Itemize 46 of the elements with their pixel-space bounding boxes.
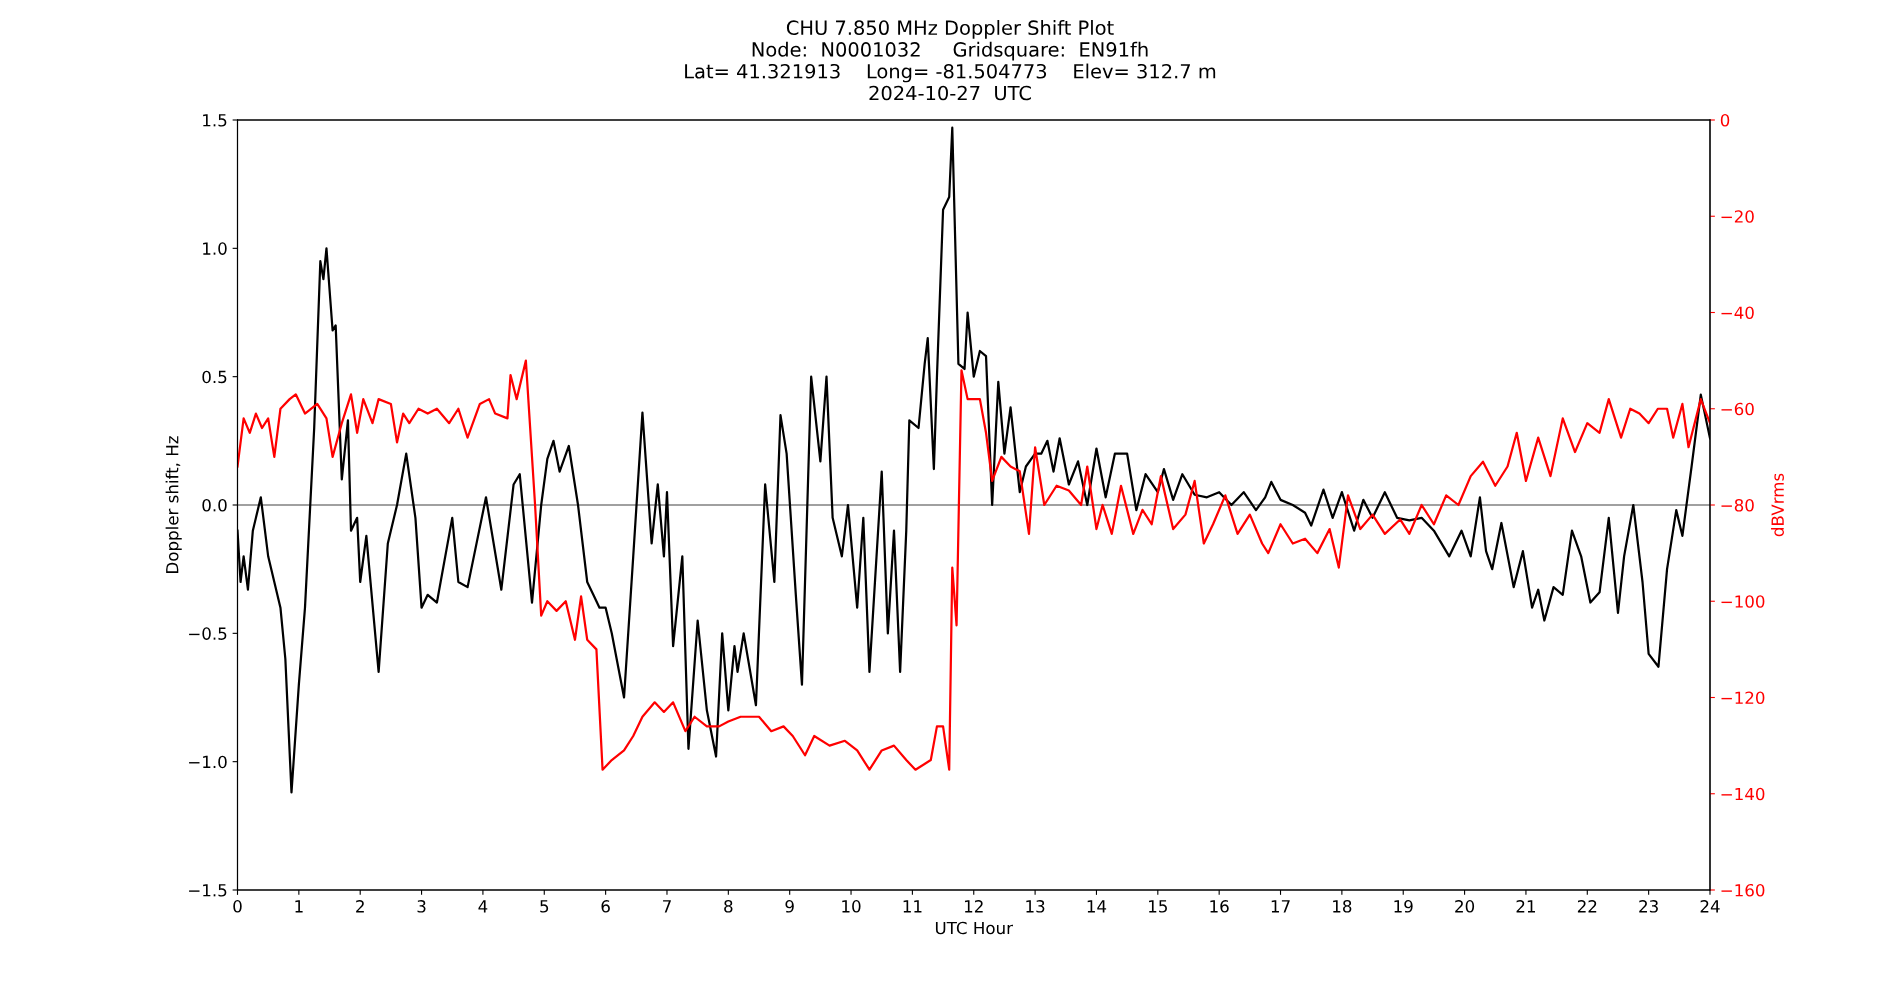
y2-tick-label: −160 xyxy=(1721,883,1765,897)
x-tick-label: 2 xyxy=(356,900,364,913)
y2-tick-label: 0 xyxy=(1720,113,1730,127)
x-tick-label: 8 xyxy=(724,900,733,913)
y2-tick-label: −140 xyxy=(1721,787,1765,801)
x-tick-label: 14 xyxy=(1087,900,1107,913)
y-tick-label: 0.5 xyxy=(202,370,227,384)
y2-tick-label: −60 xyxy=(1721,402,1754,416)
x-tick-label: 23 xyxy=(1639,900,1658,913)
x-tick-label: 21 xyxy=(1516,900,1535,913)
x-tick-label: 22 xyxy=(1577,900,1597,913)
x-tick-label: 13 xyxy=(1026,900,1045,913)
x-tick-label: 3 xyxy=(417,900,426,913)
x-tick-label: 11 xyxy=(903,900,922,913)
y2-tick-label: −100 xyxy=(1721,595,1765,608)
x-tick-label: 10 xyxy=(842,900,861,913)
x-tick-label: 18 xyxy=(1333,900,1352,913)
y-tick-label: 1.0 xyxy=(203,242,227,255)
y-tick-label: 0.0 xyxy=(202,498,227,512)
y2-axis-title: dBVrms xyxy=(1771,473,1784,537)
x-tick-label: 19 xyxy=(1394,900,1413,913)
y-tick-label: −1.0 xyxy=(189,755,227,769)
chart-title: CHU 7.850 MHz Doppler Shift Plot Node: N0001032 Gridsquare: EN91fh Lat= 41.321913 Long= -81.504773 Elev= 312.7 m 2024-10-27 UTC xyxy=(685,20,1216,101)
x-tick-label: 12 xyxy=(964,900,983,913)
x-tick-label: 0 xyxy=(233,900,242,913)
x-axis-title: UTC Hour xyxy=(935,921,1013,935)
x-tick-label: 24 xyxy=(1700,900,1720,913)
x-tick-label: 5 xyxy=(540,900,549,913)
x-tick-label: 4 xyxy=(478,900,488,913)
x-tick-label: 1 xyxy=(295,900,303,913)
y2-tick-label: −20 xyxy=(1721,210,1754,223)
y2-tick-label: −40 xyxy=(1721,306,1754,320)
y-tick-label: 1.5 xyxy=(203,114,227,127)
y-tick-label: −1.5 xyxy=(189,884,227,897)
x-tick-label: 16 xyxy=(1210,900,1229,913)
y-axis-title: Doppler shift, Hz xyxy=(165,436,182,573)
x-tick-label: 6 xyxy=(601,900,610,913)
x-tick-label: 9 xyxy=(785,900,794,913)
x-tick-label: 20 xyxy=(1455,900,1475,913)
x-tick-label: 15 xyxy=(1149,900,1167,913)
y2-tick-label: −80 xyxy=(1721,498,1754,512)
x-tick-label: 17 xyxy=(1271,900,1290,913)
y-tick-label: −0.5 xyxy=(189,627,227,640)
line-series xyxy=(237,359,1710,771)
x-tick-label: 7 xyxy=(663,900,671,913)
y2-tick-label: −120 xyxy=(1721,691,1765,705)
